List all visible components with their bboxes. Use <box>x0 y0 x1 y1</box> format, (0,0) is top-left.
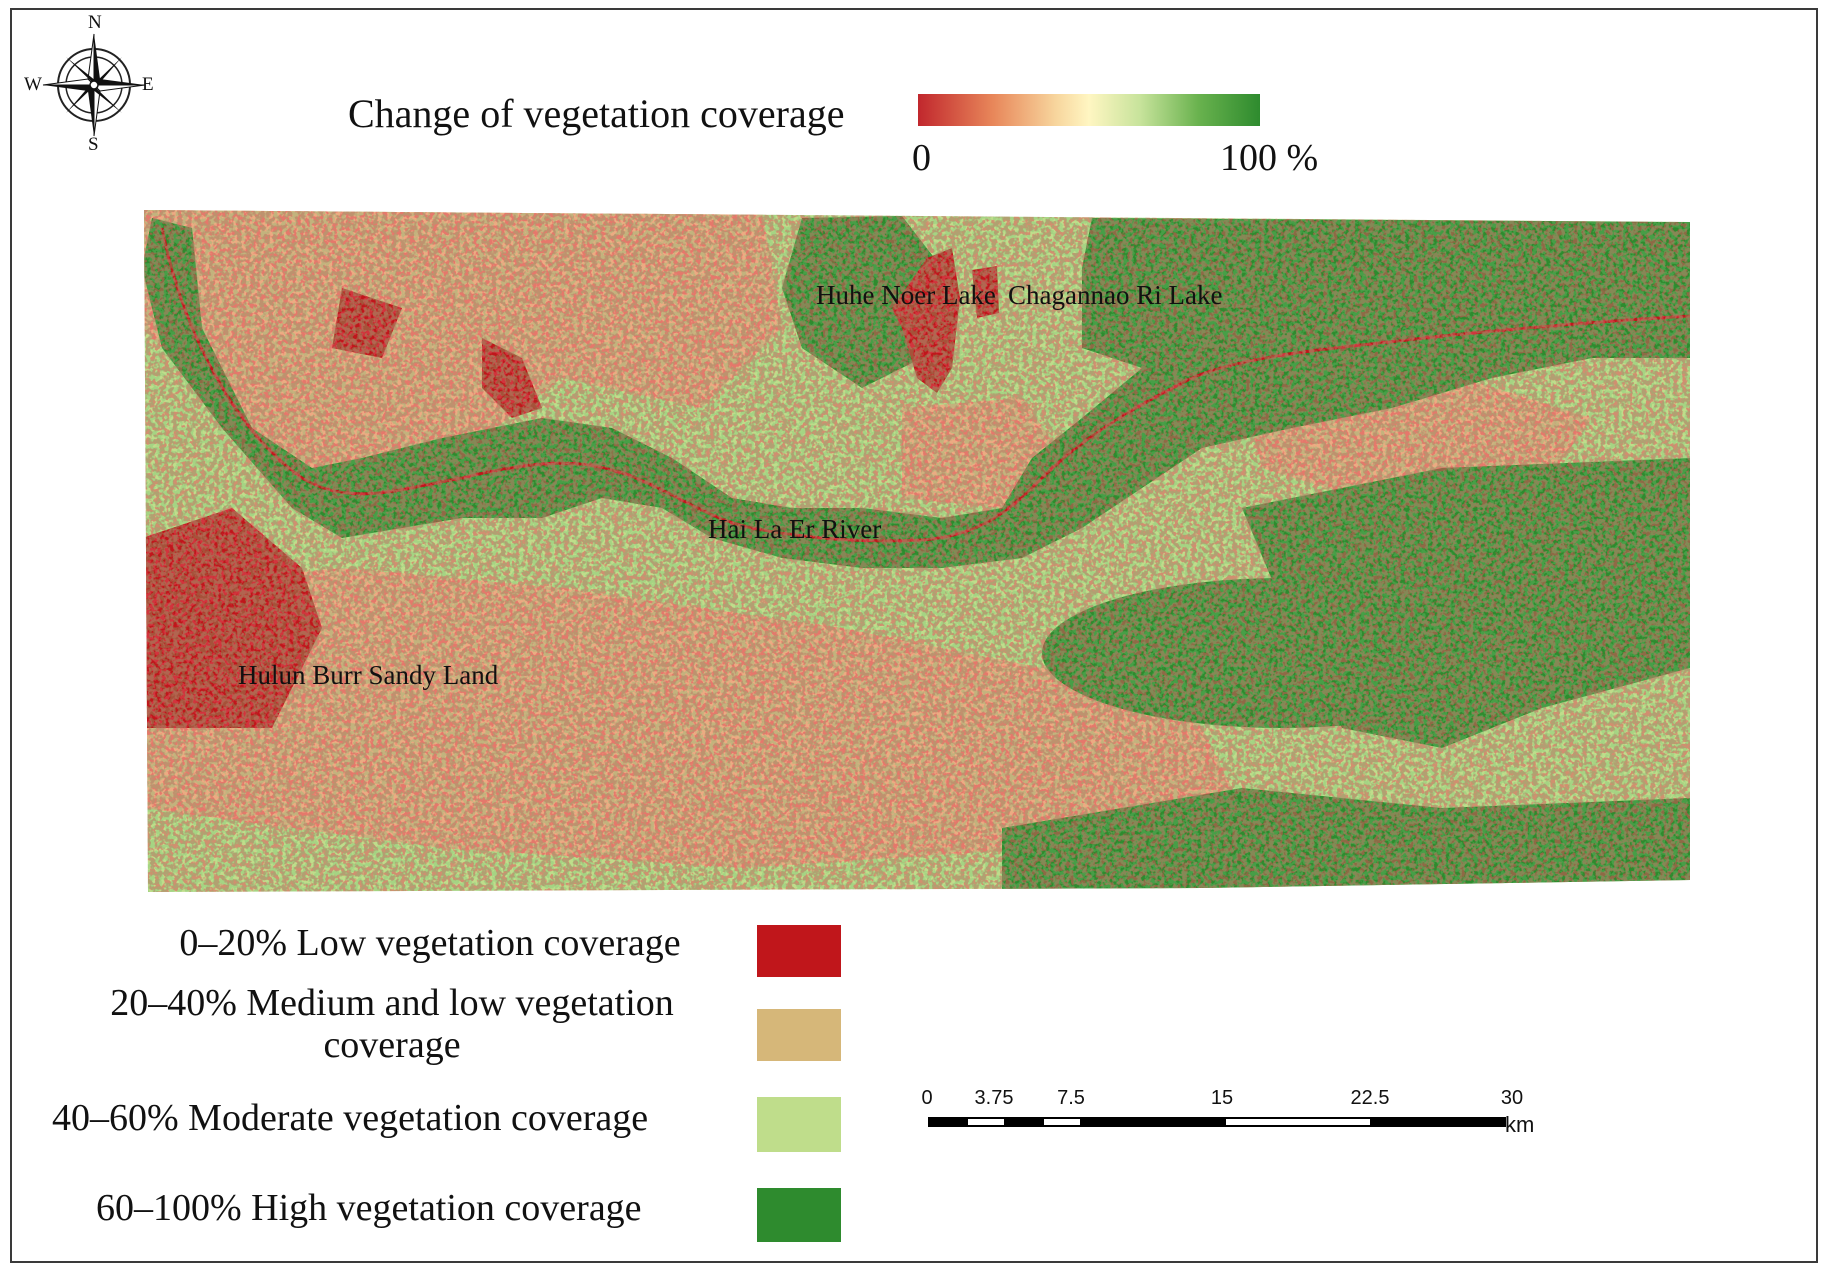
scale-segment <box>928 1117 968 1127</box>
scale-segment <box>1080 1117 1226 1127</box>
label-chagannao-ri-lake: Chagannao Ri Lake <box>1008 280 1223 310</box>
colorbar-gradient <box>918 94 1260 126</box>
colorbar-max-label: 100 % <box>1220 137 1319 179</box>
legend-swatch-high <box>757 1188 841 1242</box>
scale-tick-22-5: 22.5 <box>1350 1087 1390 1109</box>
scale-segment <box>1004 1117 1044 1127</box>
vegetation-map-graphic <box>144 210 1690 892</box>
scale-segment <box>1042 1117 1082 1127</box>
scale-segment <box>966 1117 1006 1127</box>
scale-bar: 0 3.75 7.5 15 22.5 30 km <box>920 1085 1550 1155</box>
vegetation-map: Huhe Noer Lake Chagannao Ri Lake Hai La … <box>142 208 1692 894</box>
legend-label-low: 0–20% Low vegetation coverage <box>179 922 681 964</box>
compass-rose: N S W E <box>22 12 154 155</box>
legend-label-medium-low: 20–40% Medium and low vegetation coverag… <box>110 982 674 1066</box>
scale-tick-7-5: 7.5 <box>1057 1087 1085 1109</box>
compass-icon <box>42 33 146 137</box>
compass-south-label: S <box>88 134 99 155</box>
colorbar-min-label: 0 <box>912 137 931 179</box>
compass-east-label: E <box>142 74 154 95</box>
legend-label-moderate: 40–60% Moderate vegetation coverage <box>52 1097 649 1139</box>
scale-tick-3-75: 3.75 <box>974 1087 1014 1109</box>
scale-tick-0: 0 <box>921 1087 933 1109</box>
legend-swatch-medium-low <box>757 1009 841 1061</box>
scale-tick-30: 30 <box>1500 1087 1524 1109</box>
compass-west-label: W <box>24 74 42 95</box>
scale-unit: km <box>1505 1112 1535 1137</box>
scale-segment <box>1370 1117 1506 1127</box>
label-hai-la-er-river: Hai La Er River <box>708 514 882 544</box>
map-texture-green <box>144 210 1690 892</box>
label-huhe-noer-lake: Huhe Noer Lake <box>816 280 996 310</box>
colorbar-title: Change of vegetation coverage <box>348 91 845 136</box>
scale-segment <box>1224 1117 1372 1127</box>
legend-swatch-moderate <box>757 1097 841 1152</box>
compass-north-label: N <box>88 12 102 33</box>
map-frame <box>10 8 1818 1263</box>
label-hulun-burr-sandy-land: Hulun Burr Sandy Land <box>238 660 499 690</box>
scale-tick-15: 15 <box>1210 1087 1234 1109</box>
legend-label-high: 60–100% High vegetation coverage <box>96 1187 642 1229</box>
legend-swatch-low <box>757 925 841 977</box>
